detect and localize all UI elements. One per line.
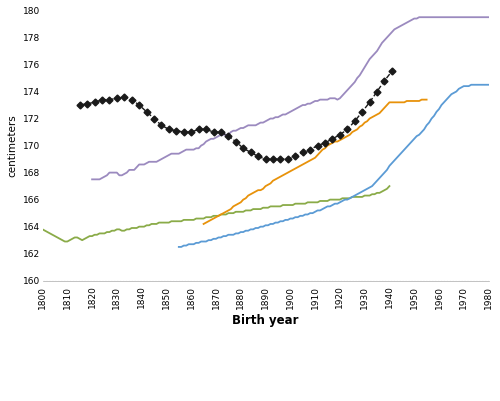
Y-axis label: centimeters: centimeters <box>7 114 17 177</box>
X-axis label: Birth year: Birth year <box>232 314 299 327</box>
